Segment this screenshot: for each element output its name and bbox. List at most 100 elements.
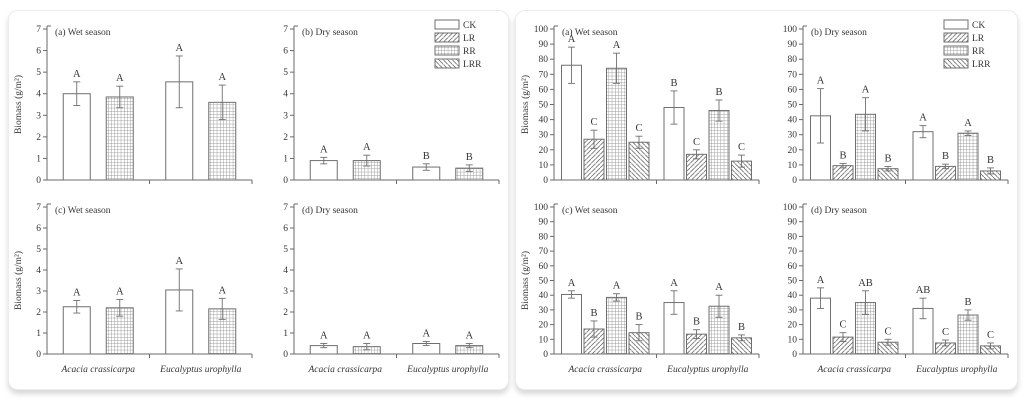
bar-chart-svg: 0 1 2 3 4 5 6 7 A A A A (a) Wet season Biomass (g/m²) (13, 25, 253, 186)
subplot-title: (b) Dry season (302, 27, 358, 38)
y-tick-label: 6 (284, 224, 289, 234)
x-category-label: Eucalyptus urophylla (666, 365, 748, 375)
significance-letter: A (670, 278, 678, 289)
significance-letter: C (591, 117, 598, 128)
y-tick-label: 100 (783, 25, 798, 35)
y-tick-label: 4 (36, 90, 41, 100)
bar-chart-svg: 0 1 2 3 4 5 6 7 A A A A (d) Dry season Acacia crassic… (284, 203, 500, 375)
y-axis-label: Biomass (g/m²) (13, 75, 24, 134)
legend-label-rr: RR (463, 47, 476, 57)
legend-swatch-ck (434, 19, 460, 30)
bar-ck-1 (165, 289, 193, 355)
significance-letter: A (613, 281, 621, 292)
legend-label-lrr: LRR (972, 60, 991, 70)
y-tick-label: 60 (787, 85, 797, 95)
bar-rr-1 (957, 314, 979, 355)
figure-panel-right: 0 10 20 30 40 50 60 70 80 90 100 A C A C B C B C (a) Wet se… (515, 10, 1018, 390)
legend-swatch-lr (434, 32, 460, 43)
significance-letter: B (591, 308, 598, 319)
chart-right-c: 0 10 20 30 40 50 60 70 80 90 100 A B A B A B A B (c) Wet se… (518, 193, 767, 381)
significance-letter: B (884, 153, 891, 164)
chart-right-b: 0 10 20 30 40 50 60 70 80 90 100 A B A B A B A B (b) Dry se… (767, 15, 1016, 193)
y-tick-label: 6 (36, 224, 41, 234)
y-tick-label: 0 (544, 350, 549, 360)
x-category-label: Acacia crassicarpa (308, 365, 383, 375)
bar-chart-svg: 0 1 2 3 4 5 6 7 A A B B (b) Dry season CK LR RR LRR (284, 19, 500, 186)
y-tick-label: 7 (36, 203, 41, 213)
y-tick-label: 0 (792, 176, 797, 186)
chart-left-b: 0 1 2 3 4 5 6 7 A A B B (b) Dry season CK LR RR LRR (259, 15, 507, 193)
y-tick-label: 90 (787, 218, 797, 228)
bar-chart-svg: 0 10 20 30 40 50 60 70 80 90 100 A C AB C AB C B C (d) Dry … (783, 203, 1009, 375)
bar-chart-svg: 0 10 20 30 40 50 60 70 80 90 100 A B A B A B A B (c) Wet se… (520, 203, 760, 375)
y-tick-label: 30 (787, 131, 797, 141)
significance-letter: A (116, 286, 124, 297)
y-tick-label: 5 (284, 245, 289, 255)
significance-letter: A (320, 144, 328, 155)
significance-letter: B (466, 152, 473, 163)
significance-letter: C (693, 137, 700, 148)
chart-grid-right: 0 10 20 30 40 50 60 70 80 90 100 A C A C B C B C (a) Wet se… (516, 11, 1017, 381)
y-axis-label: Biomass (g/m²) (13, 251, 24, 310)
subplot-title: (a) Wet season (562, 27, 618, 38)
x-category-label: Acacia crassicarpa (568, 365, 643, 375)
y-tick-label: 40 (787, 291, 797, 301)
bar-rr-0 (606, 296, 628, 355)
bar-chart-svg: 0 10 20 30 40 50 60 70 80 90 100 A C A C B C B C (a) Wet se… (520, 25, 760, 186)
y-tick-label: 3 (36, 111, 41, 121)
subplot-title: (a) Wet season (55, 27, 111, 38)
y-tick-label: 60 (787, 262, 797, 272)
significance-letter: B (693, 317, 700, 328)
significance-letter: B (671, 78, 678, 89)
x-category-label: Acacia crassicarpa (60, 365, 135, 375)
significance-letter: B (716, 87, 723, 98)
significance-letter: A (964, 118, 972, 129)
y-tick-label: 5 (284, 68, 289, 78)
y-tick-label: 10 (787, 161, 797, 171)
significance-letter: AB (858, 278, 873, 289)
legend-label-lr: LR (463, 34, 476, 44)
bar-ck-0 (62, 306, 91, 355)
significance-letter: A (175, 43, 183, 54)
y-tick-label: 0 (544, 176, 549, 186)
significance-letter: A (218, 72, 226, 83)
significance-letter: A (363, 331, 371, 342)
significance-letter: A (613, 40, 621, 51)
significance-letter: A (218, 285, 226, 296)
y-tick-label: 70 (539, 247, 549, 257)
subplot-title: (c) Wet season (55, 205, 111, 216)
legend-swatch-lr (943, 32, 969, 43)
y-tick-label: 80 (787, 55, 797, 65)
y-tick-label: 70 (539, 70, 549, 80)
y-tick-label: 30 (539, 306, 549, 316)
y-tick-label: 40 (539, 291, 549, 301)
subplot-title: (b) Dry season (811, 27, 867, 38)
y-tick-label: 7 (284, 203, 289, 213)
x-category-label: Eucalyptus urophylla (915, 365, 997, 375)
significance-letter: A (861, 85, 869, 96)
bar-rr-0 (105, 96, 134, 181)
y-tick-label: 90 (539, 40, 549, 50)
y-tick-label: 60 (539, 85, 549, 95)
y-tick-label: 1 (36, 329, 41, 339)
subplot-title: (c) Wet season (562, 205, 618, 216)
y-tick-label: 90 (539, 218, 549, 228)
x-category-label: Acacia crassicarpa (816, 365, 891, 375)
significance-letter: B (942, 151, 949, 162)
y-tick-label: 2 (284, 133, 289, 143)
y-tick-label: 50 (787, 277, 797, 287)
y-tick-label: 0 (36, 176, 41, 186)
y-tick-label: 20 (539, 321, 549, 331)
significance-letter: A (73, 69, 81, 80)
y-tick-label: 1 (284, 329, 289, 339)
significance-letter: B (987, 155, 994, 166)
y-tick-label: 50 (539, 101, 549, 111)
figure-panel-left: 0 1 2 3 4 5 6 7 A A A A (a) Wet season Biomass (g/m²)… (8, 10, 509, 390)
legend-label-ck: CK (463, 21, 476, 31)
significance-letter: AB (915, 285, 930, 296)
significance-letter: A (466, 331, 474, 342)
significance-letter: C (884, 326, 891, 337)
y-tick-label: 20 (787, 321, 797, 331)
significance-letter: A (568, 278, 576, 289)
legend-label-rr: RR (972, 47, 985, 57)
